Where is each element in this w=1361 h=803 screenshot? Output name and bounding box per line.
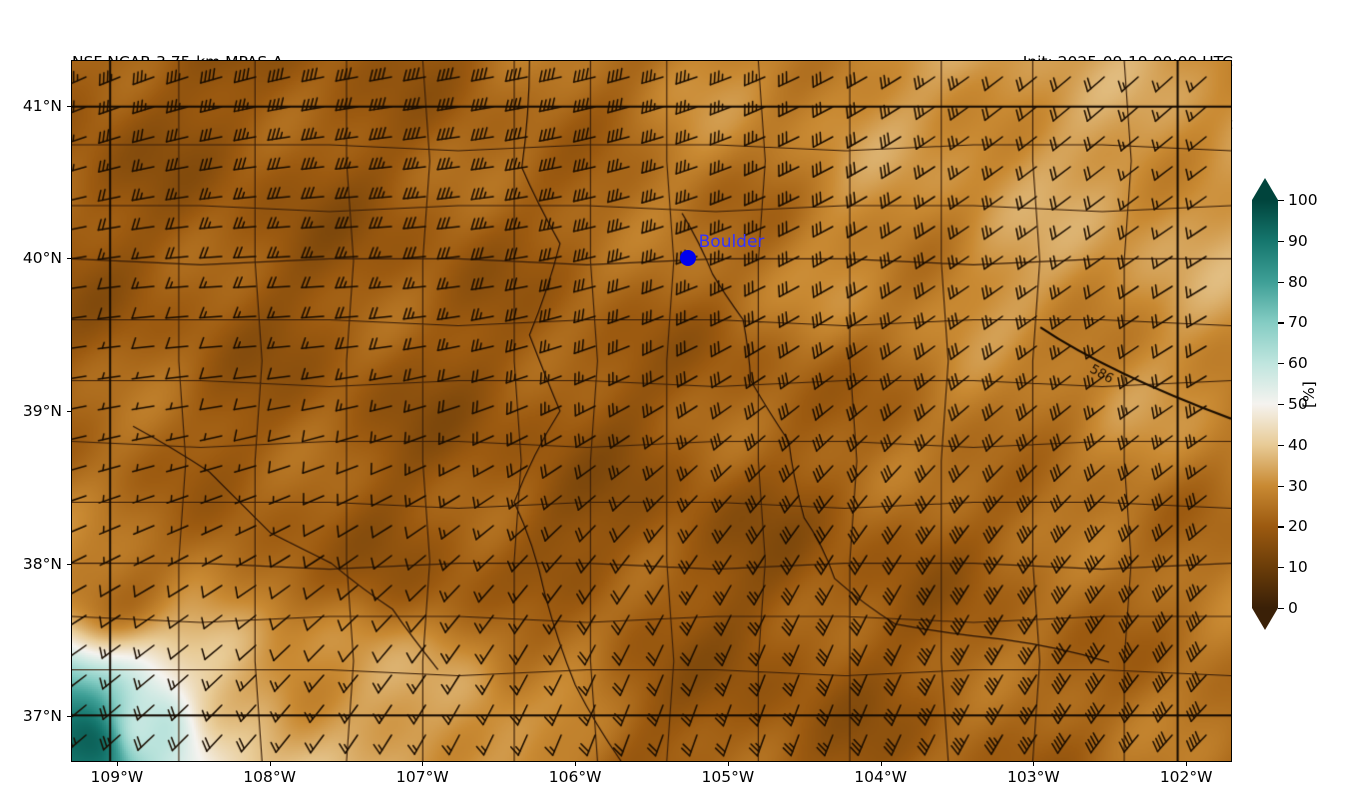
xtick-label: 109°W	[90, 768, 144, 786]
colorbar-tick	[1278, 567, 1284, 569]
xtick-label: 104°W	[854, 768, 907, 786]
xtick-label: 105°W	[701, 768, 755, 786]
xtick-mark	[116, 762, 118, 766]
colorbar-tick-label: 20	[1288, 517, 1308, 536]
colorbar-tick	[1278, 322, 1284, 324]
colorbar-tick-label: 70	[1288, 313, 1308, 332]
colorbar-gradient	[1252, 200, 1278, 608]
ytick-mark	[67, 716, 71, 718]
xtick-label: 108°W	[243, 768, 296, 786]
ytick-mark	[67, 105, 71, 107]
colorbar-tick	[1278, 608, 1284, 610]
colorbar-tick-label: 80	[1288, 272, 1308, 291]
colorbar-tick-label: 40	[1288, 435, 1308, 454]
ytick-mark	[67, 563, 71, 565]
ytick-label: 38°N	[22, 554, 62, 573]
colorbar-tick-label: 100	[1288, 191, 1318, 209]
colorbar-extend-min-arrow	[1252, 608, 1278, 630]
colorbar-tick	[1278, 485, 1284, 487]
ytick-label: 40°N	[22, 249, 62, 268]
map-plot-area[interactable]: Boulder	[71, 60, 1232, 762]
xtick-mark	[1033, 762, 1035, 766]
colorbar-unit-label: [%]	[1300, 381, 1318, 408]
boulder-label: Boulder	[698, 231, 765, 252]
xtick-mark	[269, 762, 271, 766]
relative-humidity-heatmap	[72, 61, 1231, 761]
xtick-label: 103°W	[1007, 768, 1060, 786]
xtick-mark	[727, 762, 729, 766]
colorbar-tick	[1278, 200, 1284, 202]
colorbar-tick-label: 90	[1288, 231, 1308, 250]
xtick-mark	[880, 762, 882, 766]
colorbar-extend-max-arrow	[1252, 178, 1278, 200]
colorbar-tick-label: 0	[1288, 599, 1298, 617]
ytick-mark	[67, 258, 71, 260]
colorbar-tick-label: 30	[1288, 476, 1308, 495]
xtick-mark	[1186, 762, 1188, 766]
ytick-label: 39°N	[22, 402, 62, 420]
colorbar-tick	[1278, 363, 1284, 365]
colorbar-tick-label: 50	[1288, 395, 1308, 413]
colorbar[interactable]: 0 10 20 30 40 50 60 70 80 90 100	[1252, 178, 1318, 630]
colorbar-tick	[1278, 526, 1284, 528]
colorbar-tick-label: 10	[1288, 558, 1308, 577]
ytick-label: 37°N	[22, 707, 62, 726]
colorbar-tick-label: 60	[1288, 354, 1308, 373]
xtick-label: 102°W	[1159, 768, 1213, 786]
colorbar-tick	[1278, 240, 1284, 243]
colorbar-tick	[1278, 444, 1284, 447]
ytick-label: 41°N	[22, 96, 62, 115]
xtick-mark	[422, 762, 424, 766]
xtick-label: 107°W	[396, 768, 449, 786]
colorbar-tick	[1278, 404, 1284, 406]
xtick-mark	[575, 762, 577, 766]
ytick-mark	[67, 411, 71, 412]
boulder-marker-dot	[679, 249, 696, 266]
colorbar-tick	[1278, 281, 1284, 283]
xtick-label: 106°W	[548, 768, 602, 786]
